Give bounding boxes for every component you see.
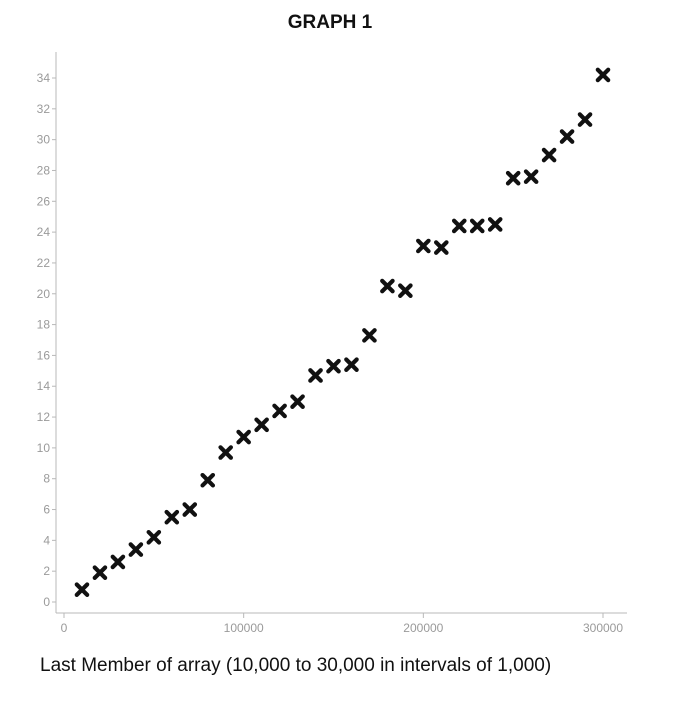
- data-point: [290, 394, 305, 409]
- y-tick-label: 4: [43, 533, 50, 547]
- data-point: [541, 147, 557, 163]
- data-point: [362, 328, 377, 343]
- data-point: [92, 565, 108, 581]
- y-tick-label: 16: [37, 348, 51, 362]
- data-point: [344, 357, 359, 372]
- axes: [55, 52, 627, 614]
- data-point: [164, 509, 180, 525]
- data-point: [308, 368, 323, 383]
- data-point: [254, 417, 269, 433]
- x-axis-label: Last Member of array (10,000 to 30,000 i…: [40, 655, 552, 676]
- data-point: [74, 582, 90, 597]
- y-tick-label: 6: [43, 503, 50, 517]
- y-tick-label: 12: [37, 410, 51, 424]
- y-tick-label: 20: [37, 287, 51, 301]
- data-point: [182, 502, 198, 517]
- x-tick-label: 100000: [224, 621, 264, 635]
- y-tick-label: 10: [37, 441, 51, 455]
- data-point: [434, 240, 449, 255]
- y-tick-label: 32: [37, 102, 51, 116]
- y-tick-label: 28: [37, 163, 51, 177]
- chart-title: GRAPH 1: [287, 12, 373, 33]
- data-point: [110, 554, 126, 570]
- data-point: [218, 445, 233, 460]
- data-point: [416, 238, 431, 254]
- data-point: [146, 529, 162, 545]
- data-point: [451, 218, 467, 234]
- data-point: [577, 112, 593, 127]
- data-point: [505, 170, 521, 186]
- data-point: [469, 218, 485, 234]
- data-point: [272, 403, 287, 419]
- data-point: [523, 169, 539, 184]
- y-tick-label: 14: [37, 379, 51, 393]
- data-point: [380, 278, 395, 294]
- x-tick-label: 200000: [403, 621, 443, 635]
- y-tick-label: 0: [43, 595, 50, 609]
- y-tick-label: 26: [37, 194, 51, 208]
- data-point: [128, 542, 144, 557]
- data-points: [74, 67, 611, 597]
- y-tick-label: 2: [43, 564, 50, 578]
- data-point: [559, 129, 575, 144]
- x-tick-label: 0: [61, 621, 68, 635]
- x-tick-label: 300000: [583, 621, 623, 635]
- y-tick-label: 30: [37, 133, 51, 147]
- data-point: [398, 283, 413, 298]
- data-point: [326, 358, 341, 374]
- data-point: [595, 67, 611, 83]
- data-point: [200, 472, 216, 488]
- y-tick-label: 22: [37, 256, 51, 270]
- y-tick-label: 18: [37, 318, 51, 332]
- data-point: [487, 217, 503, 232]
- data-point: [236, 429, 251, 445]
- y-tick-label: 24: [37, 225, 51, 239]
- y-tick-label: 8: [43, 472, 50, 486]
- y-tick-label: 34: [37, 71, 51, 85]
